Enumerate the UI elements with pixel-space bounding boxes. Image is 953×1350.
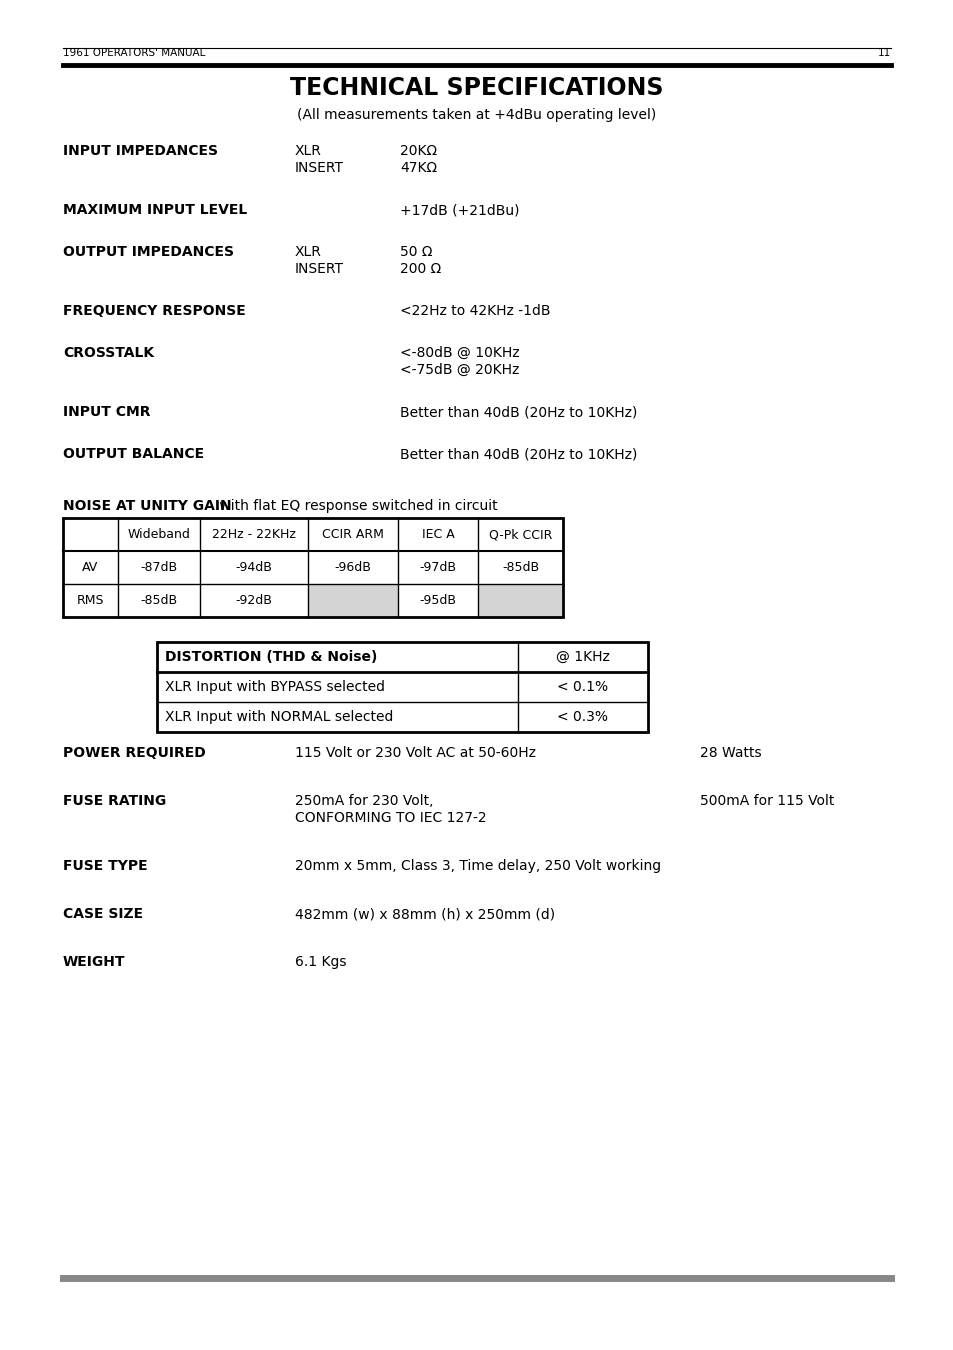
- Text: 482mm (w) x 88mm (h) x 250mm (d): 482mm (w) x 88mm (h) x 250mm (d): [294, 907, 555, 921]
- Text: 22Hz - 22KHz: 22Hz - 22KHz: [212, 528, 295, 541]
- Bar: [308, 585, 397, 617]
- Text: XLR: XLR: [294, 244, 321, 259]
- Text: XLR: XLR: [294, 144, 321, 158]
- Bar: [157, 643, 647, 732]
- Text: 50 Ω: 50 Ω: [399, 244, 432, 259]
- Text: OUTPUT BALANCE: OUTPUT BALANCE: [63, 447, 204, 460]
- Text: NOISE AT UNITY GAIN: NOISE AT UNITY GAIN: [63, 500, 232, 513]
- Text: -87dB: -87dB: [140, 562, 177, 574]
- Text: 1961 OPERATORS' MANUAL: 1961 OPERATORS' MANUAL: [63, 49, 205, 58]
- Text: <-75dB @ 20KHz: <-75dB @ 20KHz: [399, 363, 518, 377]
- Text: WEIGHT: WEIGHT: [63, 954, 126, 969]
- Text: 115 Volt or 230 Volt AC at 50-60Hz: 115 Volt or 230 Volt AC at 50-60Hz: [294, 747, 536, 760]
- Text: 20KΩ: 20KΩ: [399, 144, 436, 158]
- Text: 200 Ω: 200 Ω: [399, 262, 441, 275]
- Text: 47KΩ: 47KΩ: [399, 161, 436, 176]
- Text: (All measurements taken at +4dBu operating level): (All measurements taken at +4dBu operati…: [297, 108, 656, 122]
- Text: FREQUENCY RESPONSE: FREQUENCY RESPONSE: [63, 304, 246, 319]
- Text: < 0.3%: < 0.3%: [557, 710, 608, 724]
- Text: -95dB: -95dB: [419, 594, 456, 608]
- Text: Better than 40dB (20Hz to 10KHz): Better than 40dB (20Hz to 10KHz): [399, 447, 637, 460]
- Text: CASE SIZE: CASE SIZE: [63, 907, 143, 921]
- Text: POWER REQUIRED: POWER REQUIRED: [63, 747, 206, 760]
- Text: XLR Input with NORMAL selected: XLR Input with NORMAL selected: [165, 710, 393, 724]
- Text: -96dB: -96dB: [335, 562, 371, 574]
- Text: 11: 11: [877, 49, 890, 58]
- Text: INSERT: INSERT: [294, 161, 344, 176]
- Text: AV: AV: [82, 562, 98, 574]
- Text: 28 Watts: 28 Watts: [700, 747, 760, 760]
- Text: -97dB: -97dB: [419, 562, 456, 574]
- Text: TECHNICAL SPECIFICATIONS: TECHNICAL SPECIFICATIONS: [290, 76, 663, 100]
- Text: INPUT IMPEDANCES: INPUT IMPEDANCES: [63, 144, 218, 158]
- Text: Better than 40dB (20Hz to 10KHz): Better than 40dB (20Hz to 10KHz): [399, 405, 637, 418]
- Bar: [477, 585, 562, 617]
- Text: XLR Input with BYPASS selected: XLR Input with BYPASS selected: [165, 680, 385, 694]
- Text: 6.1 Kgs: 6.1 Kgs: [294, 954, 346, 969]
- Text: OUTPUT IMPEDANCES: OUTPUT IMPEDANCES: [63, 244, 233, 259]
- Text: 500mA for 115 Volt: 500mA for 115 Volt: [700, 794, 834, 809]
- Text: MAXIMUM INPUT LEVEL: MAXIMUM INPUT LEVEL: [63, 202, 247, 217]
- Text: < 0.1%: < 0.1%: [557, 680, 608, 694]
- Text: 250mA for 230 Volt,: 250mA for 230 Volt,: [294, 794, 433, 809]
- Text: +17dB (+21dBu): +17dB (+21dBu): [399, 202, 519, 217]
- Text: CCIR ARM: CCIR ARM: [322, 528, 383, 541]
- Text: -85dB: -85dB: [140, 594, 177, 608]
- Text: Wideband: Wideband: [128, 528, 191, 541]
- Text: FUSE TYPE: FUSE TYPE: [63, 859, 148, 873]
- Text: INPUT CMR: INPUT CMR: [63, 405, 151, 418]
- Text: 20mm x 5mm, Class 3, Time delay, 250 Volt working: 20mm x 5mm, Class 3, Time delay, 250 Vol…: [294, 859, 660, 873]
- Text: <-80dB @ 10KHz: <-80dB @ 10KHz: [399, 346, 519, 360]
- Text: CONFORMING TO IEC 127-2: CONFORMING TO IEC 127-2: [294, 811, 486, 825]
- Text: -92dB: -92dB: [235, 594, 273, 608]
- Text: RMS: RMS: [76, 594, 104, 608]
- Text: FUSE RATING: FUSE RATING: [63, 794, 166, 809]
- Text: -94dB: -94dB: [235, 562, 273, 574]
- Text: DISTORTION (THD & Noise): DISTORTION (THD & Noise): [165, 649, 377, 664]
- Text: @ 1KHz: @ 1KHz: [556, 649, 609, 664]
- Text: <22Hz to 42KHz -1dB: <22Hz to 42KHz -1dB: [399, 304, 550, 319]
- Text: CROSSTALK: CROSSTALK: [63, 346, 154, 360]
- Text: -85dB: -85dB: [501, 562, 538, 574]
- Text: with flat EQ response switched in circuit: with flat EQ response switched in circui…: [214, 500, 497, 513]
- Bar: [63, 518, 562, 617]
- Text: Q-Pk CCIR: Q-Pk CCIR: [488, 528, 552, 541]
- Text: IEC A: IEC A: [421, 528, 454, 541]
- Text: INSERT: INSERT: [294, 262, 344, 275]
- Bar: [63, 518, 562, 617]
